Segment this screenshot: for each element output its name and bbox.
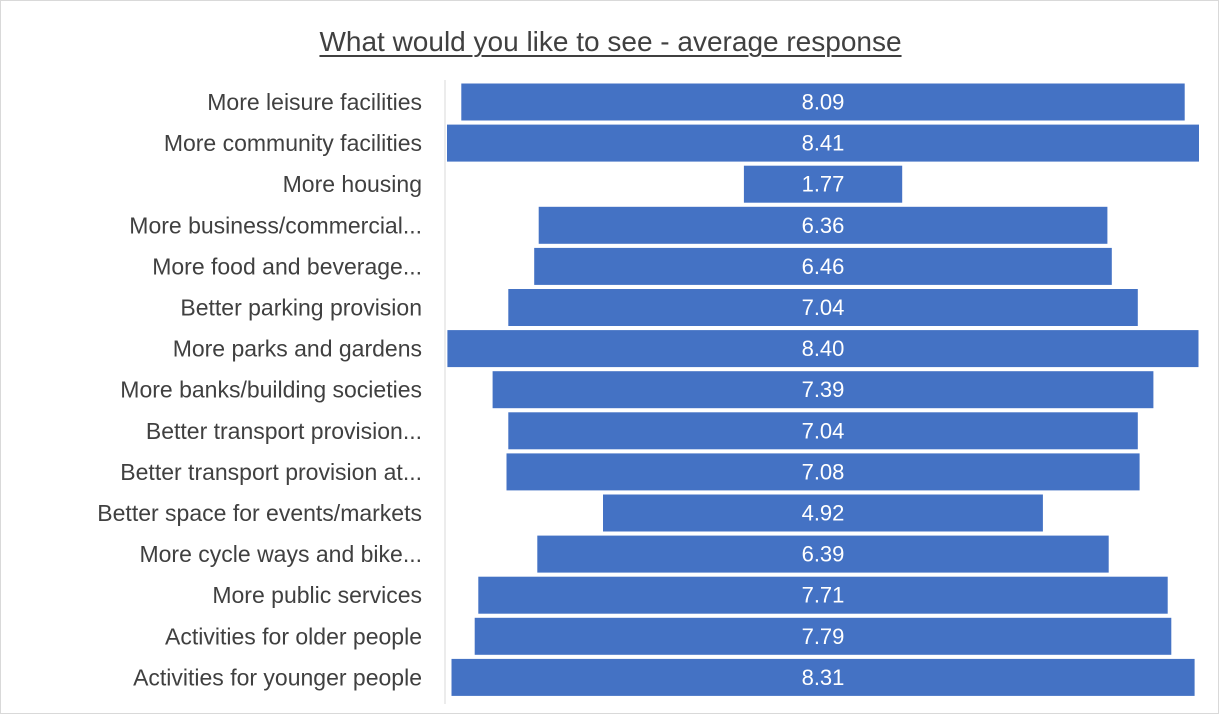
category-label: More banks/building societies	[120, 377, 422, 403]
category-label: Better parking provision	[180, 295, 422, 321]
bar	[743, 165, 903, 203]
bar	[538, 206, 1108, 244]
chart-title: What would you like to see - average res…	[319, 26, 902, 57]
data-label: 4.92	[802, 501, 845, 526]
bar	[603, 494, 1043, 532]
category-label: More public services	[212, 582, 422, 608]
data-label: 7.08	[802, 459, 845, 484]
bar	[508, 412, 1138, 450]
category-label: More food and beverage...	[152, 253, 422, 279]
data-label: 1.77	[802, 172, 845, 197]
category-label: More housing	[283, 171, 422, 197]
category-label: More business/commercial...	[129, 212, 422, 238]
category-label: Better transport provision at...	[120, 459, 422, 485]
bar	[474, 617, 1172, 655]
category-label: Better space for events/markets	[97, 500, 422, 526]
data-label: 6.36	[802, 213, 845, 238]
data-label: 7.39	[802, 377, 845, 402]
category-label: More leisure facilities	[207, 89, 422, 115]
bar	[478, 576, 1168, 614]
category-label: Better transport provision...	[146, 418, 422, 444]
data-label: 6.39	[802, 542, 845, 567]
data-label: 7.04	[802, 295, 845, 320]
data-label: 7.71	[802, 583, 845, 608]
category-label: Activities for older people	[165, 623, 422, 649]
data-label: 8.31	[802, 665, 845, 690]
data-label: 7.79	[802, 624, 845, 649]
data-label: 8.40	[802, 336, 845, 361]
bar	[451, 658, 1195, 696]
category-label: More community facilities	[164, 130, 422, 156]
category-label: More cycle ways and bike...	[139, 541, 422, 567]
data-label: 8.41	[802, 131, 845, 156]
bar	[508, 289, 1138, 326]
bar	[447, 330, 1199, 368]
bar	[506, 453, 1140, 491]
category-label: Activities for younger people	[133, 664, 422, 690]
bars-group: More leisure facilities 8.09 More communit…	[97, 83, 1199, 696]
bar	[537, 535, 1109, 573]
bar	[534, 247, 1112, 285]
data-label: 7.04	[802, 418, 845, 443]
bar	[447, 124, 1199, 162]
data-label: 8.09	[802, 90, 845, 115]
data-label: 6.46	[802, 254, 845, 279]
category-label: More parks and gardens	[173, 336, 422, 362]
bar	[461, 83, 1185, 121]
bar	[492, 371, 1154, 409]
